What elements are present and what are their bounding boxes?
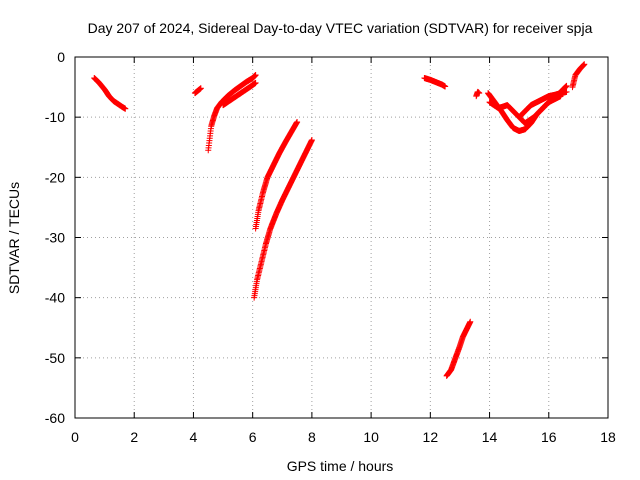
data-segment [569,61,588,91]
data-segment [443,318,474,379]
x-tick-label: 12 [423,429,439,445]
x-tick-label: 2 [130,429,138,445]
chart-title: Day 207 of 2024, Sidereal Day-to-day VTE… [88,20,593,36]
y-tick-label: -20 [45,169,65,185]
data-point-marker [308,137,315,144]
y-tick-label: -10 [45,109,65,125]
x-tick-label: 16 [541,429,557,445]
data-segment [473,88,483,100]
data-segment [191,85,204,97]
y-axis-ticks: 0 -10 -20 -30 -40 -50 -60 [45,49,608,426]
data-segment [205,72,259,154]
data-segment [486,93,564,127]
x-tick-label: 0 [71,429,79,445]
y-tick-label: 0 [57,49,65,65]
data-point-marker [294,118,301,125]
data-segment [251,137,315,301]
data-points [91,61,588,379]
data-point-marker [252,72,259,79]
x-tick-label: 14 [482,429,498,445]
data-point-marker [442,83,449,90]
data-segment [252,118,301,232]
data-segment [421,75,449,90]
x-axis-ticks: 0 2 4 6 8 10 12 14 16 18 [71,57,616,445]
data-point-marker [467,318,474,325]
x-tick-label: 8 [308,429,316,445]
data-point-marker [563,88,570,95]
y-axis-label: SDTVAR / TECUs [6,182,22,294]
data-segment [516,88,570,121]
data-point-marker [252,79,259,86]
y-tick-label: -50 [45,350,65,366]
x-tick-label: 10 [363,429,379,445]
x-axis-label: GPS time / hours [287,458,394,474]
data-point-marker [581,61,588,68]
x-tick-label: 4 [190,429,198,445]
y-tick-label: -60 [45,410,65,426]
data-point-marker [563,82,570,89]
x-tick-label: 6 [249,429,257,445]
x-tick-label: 18 [600,429,616,445]
data-segment [220,79,259,109]
data-point-marker [122,105,129,112]
data-point-marker [197,85,204,92]
data-point-marker [476,90,483,97]
y-tick-label: -30 [45,230,65,246]
data-segment [91,75,129,112]
y-tick-label: -40 [45,290,65,306]
